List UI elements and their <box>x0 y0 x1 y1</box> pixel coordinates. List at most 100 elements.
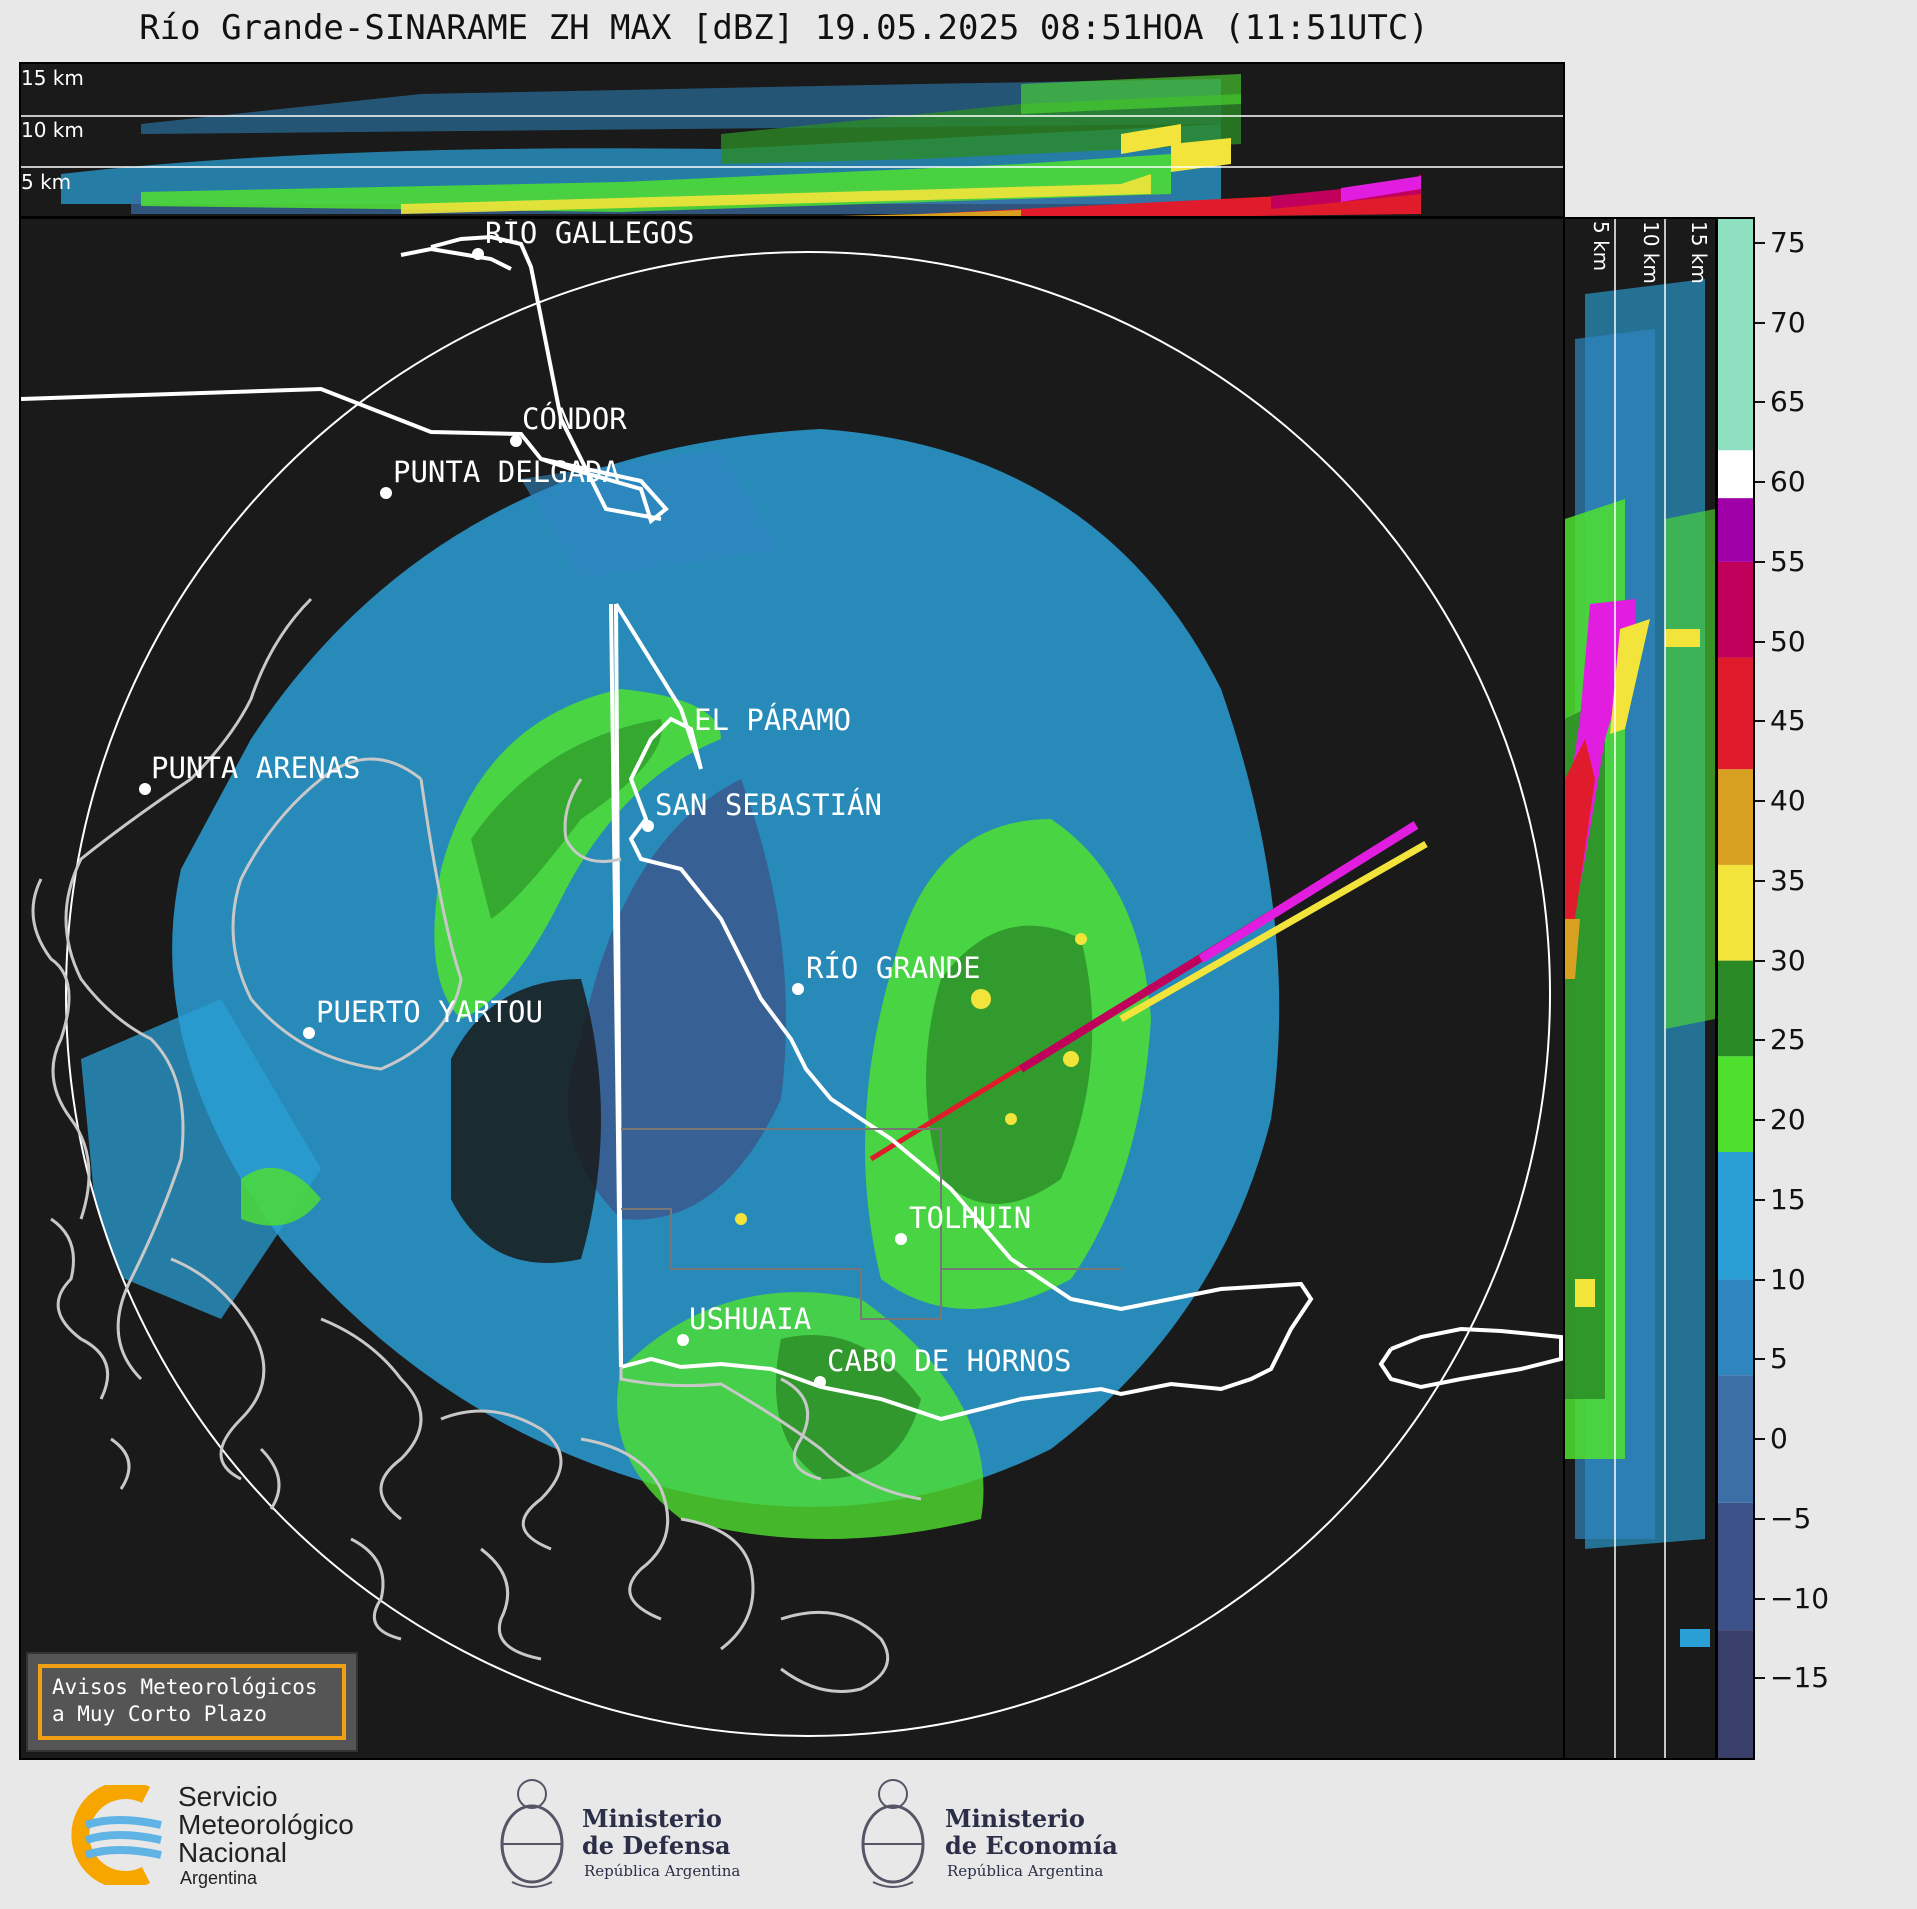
city-dot-san-sebastian <box>642 820 654 832</box>
top-label-10km: 10 km <box>21 118 84 142</box>
side-label-10km: 10 km <box>1639 221 1663 284</box>
side-label-15km: 15 km <box>1687 221 1711 284</box>
colorbar-tick-label: −15 <box>1770 1661 1830 1695</box>
top-height-profile-echoes <box>21 74 1563 216</box>
colorbar-tick <box>1755 800 1765 803</box>
city-dot-rio-gallegos <box>472 248 484 260</box>
range-ring <box>65 251 1551 1737</box>
city-label-punta-arenas: PUNTA ARENAS <box>151 751 361 785</box>
colorbar-segment <box>1718 864 1753 961</box>
city-dot-rio-grande <box>792 983 804 995</box>
colorbar-segment <box>1718 219 1753 451</box>
colorbar-segment <box>1718 960 1753 1057</box>
chart-title: Río Grande-SINARAME ZH MAX [dBZ] 19.05.2… <box>139 8 1429 48</box>
colorbar-segment <box>1718 450 1753 499</box>
colorbar-segment <box>1718 1502 1753 1631</box>
side-height-profile-echoes <box>1565 219 1715 1758</box>
top-label-5km: 5 km <box>21 170 72 194</box>
colorbar-tick <box>1755 879 1765 882</box>
colorbar-tick-label: 45 <box>1770 704 1806 738</box>
smn-line-1: Servicio <box>178 1781 278 1812</box>
colorbar-tick <box>1755 321 1765 324</box>
colorbar-tick-label: 5 <box>1770 1342 1788 1376</box>
defensa-line-1: Ministerio <box>582 1804 722 1833</box>
top-height-profile-panel: 15 km 10 km 5 km <box>19 62 1565 218</box>
city-label-el-paramo: EL PÁRAMO <box>694 703 852 737</box>
city-dot-cabo-de-hornos <box>814 1376 826 1388</box>
aviso-line-1: Avisos Meteorológicos <box>52 1675 318 1699</box>
colorbar-tick <box>1755 1438 1765 1441</box>
colorbar-tick-label: −5 <box>1770 1501 1812 1535</box>
colorbar-tick-label: 25 <box>1770 1023 1806 1057</box>
colorbar-tick-label: 70 <box>1770 305 1806 339</box>
colorbar-tick <box>1755 241 1765 244</box>
reflectivity-field <box>81 429 1280 1539</box>
smn-line-2: Meteorológico <box>178 1809 354 1840</box>
colorbar-segment <box>1718 498 1753 562</box>
colorbar-tick-label: 10 <box>1770 1262 1806 1296</box>
side-height-profile-panel: 5 km 10 km 15 km <box>1563 217 1717 1760</box>
colorbar-tick <box>1755 1597 1765 1600</box>
radial-interference-spike <box>869 821 1428 1162</box>
colorbar <box>1716 217 1755 1760</box>
aviso-line-2: a Muy Corto Plazo <box>52 1702 267 1726</box>
colorbar-tick-label: 75 <box>1770 225 1806 259</box>
colorbar-segment <box>1718 1630 1753 1758</box>
economia-line-2: de Economía <box>945 1831 1118 1860</box>
colorbar-gradient <box>1718 219 1753 1758</box>
colorbar-tick-label: 20 <box>1770 1103 1806 1137</box>
economia-coat-of-arms-icon <box>861 1779 925 1888</box>
colorbar-tick <box>1755 640 1765 643</box>
colorbar-tick-label: 50 <box>1770 624 1806 658</box>
colorbar-segment <box>1718 657 1753 770</box>
colorbar-segment <box>1718 561 1753 658</box>
colorbar-tick-label: 55 <box>1770 544 1806 578</box>
colorbar-tick <box>1755 1278 1765 1281</box>
colorbar-segment <box>1718 1151 1753 1280</box>
coastline-isla-grande <box>614 602 1314 1422</box>
colorbar-tick-label: 30 <box>1770 943 1806 977</box>
city-dot-punta-arenas <box>139 783 151 795</box>
colorbar-segment <box>1718 769 1753 865</box>
top-label-15km: 15 km <box>21 66 84 90</box>
city-dot-ushuaia <box>677 1334 689 1346</box>
city-dot-condor <box>510 435 522 447</box>
coastline-isla-estados <box>1378 1326 1563 1390</box>
smn-line-4: Argentina <box>180 1868 258 1888</box>
city-label-san-sebastian: SAN SEBASTIÁN <box>655 788 882 822</box>
city-label-tolhuin: TOLHUIN <box>909 1201 1032 1235</box>
defensa-line-3: República Argentina <box>584 1862 741 1880</box>
radar-map-panel: RÍO GALLEGOS CÓNDOR PUNTA DELGADA EL PÁR… <box>19 217 1565 1760</box>
smn-line-3: Nacional <box>178 1837 287 1868</box>
colorbar-tick <box>1755 1677 1765 1680</box>
city-label-punta-delgada: PUNTA DELGADA <box>393 455 620 489</box>
colorbar-tick-label: 0 <box>1770 1422 1788 1456</box>
radar-map <box>21 234 1563 1737</box>
colorbar-tick <box>1755 1119 1765 1122</box>
colorbar-tick <box>1755 401 1765 404</box>
aviso-box: Avisos Meteorológicos a Muy Corto Plazo <box>26 1652 358 1752</box>
colorbar-tick-label: 15 <box>1770 1182 1806 1216</box>
colorbar-tick <box>1755 720 1765 723</box>
economia-line-1: Ministerio <box>945 1804 1085 1833</box>
colorbar-tick-label: −10 <box>1770 1581 1830 1615</box>
city-dot-tolhuin <box>895 1233 907 1245</box>
aviso-inner: Avisos Meteorológicos a Muy Corto Plazo <box>38 1664 346 1740</box>
defensa-coat-of-arms-icon <box>500 1779 564 1888</box>
defensa-line-2: de Defensa <box>582 1831 731 1860</box>
colorbar-segment <box>1718 1375 1753 1503</box>
smn-logo-icon <box>71 1785 162 1885</box>
colorbar-tick-label: 60 <box>1770 465 1806 499</box>
colorbar-tick <box>1755 481 1765 484</box>
city-label-puerto-yartou: PUERTO YARTOU <box>316 995 543 1029</box>
colorbar-tick <box>1755 560 1765 563</box>
coastlines-chile <box>31 597 922 1693</box>
city-label-condor: CÓNDOR <box>522 402 627 436</box>
colorbar-tick <box>1755 1358 1765 1361</box>
side-label-5km: 5 km <box>1589 221 1613 272</box>
colorbar-tick <box>1755 1517 1765 1520</box>
colorbar-tick <box>1755 959 1765 962</box>
boundary-lines <box>21 234 669 1368</box>
colorbar-tick-label: 40 <box>1770 784 1806 818</box>
department-boundary <box>621 1128 1121 1320</box>
